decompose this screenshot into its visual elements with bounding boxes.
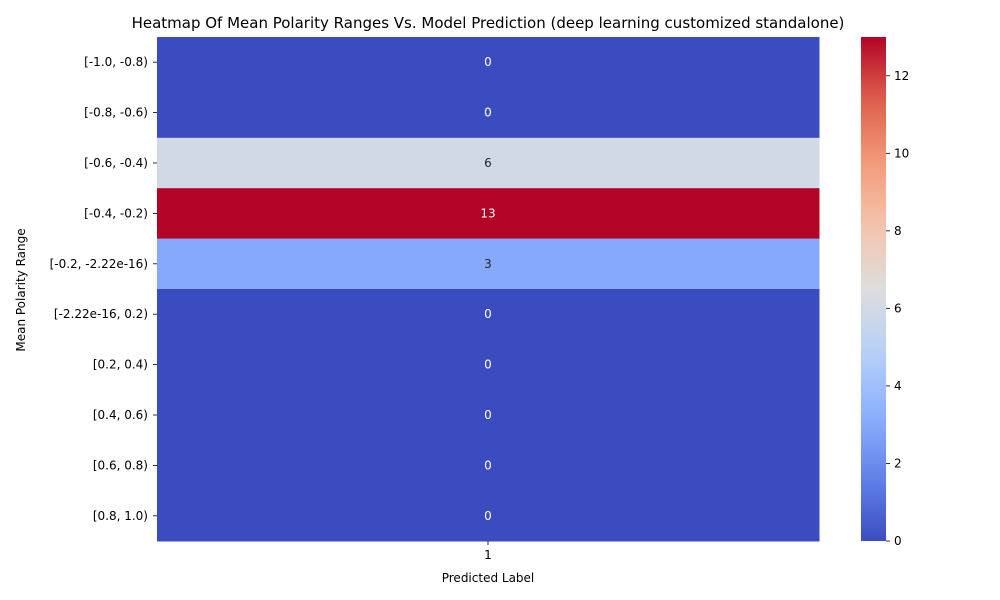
heatmap-cell bbox=[157, 289, 820, 340]
colorbar-tick-label: 0 bbox=[894, 534, 902, 548]
y-tick-label: [-0.2, -2.22e-16) bbox=[50, 257, 148, 271]
colorbar: 0 2 4 6 8 10 12 bbox=[861, 37, 909, 548]
heatmap-cell bbox=[157, 87, 820, 139]
heatmap-cell bbox=[157, 37, 820, 88]
y-tick-label: [0.2, 0.4) bbox=[93, 358, 148, 372]
y-tick-label: [-0.6, -0.4) bbox=[84, 156, 148, 170]
y-axis-label: Mean Polarity Range bbox=[14, 228, 28, 351]
heatmap-cell bbox=[157, 339, 820, 391]
cell-value-label: 0 bbox=[484, 106, 492, 120]
x-axis-label: Predicted Label bbox=[442, 571, 535, 585]
cell-value-label: 13 bbox=[480, 206, 495, 220]
y-tick-label: [0.8, 1.0) bbox=[93, 509, 148, 523]
heatmap-cell bbox=[157, 389, 820, 441]
y-tick-label: [-2.22e-16, 0.2) bbox=[54, 307, 148, 321]
colorbar-tick-label: 2 bbox=[894, 456, 902, 470]
colorbar-tick-label: 6 bbox=[894, 301, 902, 315]
cell-value-label: 0 bbox=[484, 55, 492, 69]
chart-title: Heatmap Of Mean Polarity Ranges Vs. Mode… bbox=[132, 14, 845, 32]
cell-value-label: 6 bbox=[484, 156, 492, 170]
y-tick-label: [0.6, 0.8) bbox=[93, 458, 148, 472]
colorbar-tick-label: 4 bbox=[894, 379, 902, 393]
heatmap-cell bbox=[157, 238, 820, 290]
y-tick-label: [-0.8, -0.6) bbox=[84, 106, 148, 120]
x-tick-label: 1 bbox=[484, 548, 492, 562]
cell-value-label: 0 bbox=[484, 509, 492, 523]
cell-value-label: 3 bbox=[484, 257, 492, 271]
heatmap-cell bbox=[157, 490, 820, 542]
colorbar-tick-label: 10 bbox=[894, 146, 909, 160]
heatmap-cells: 0 0 6 13 3 0 0 0 0 0 bbox=[157, 37, 820, 542]
heatmap-cell bbox=[157, 188, 820, 240]
colorbar-tick-label: 8 bbox=[894, 224, 902, 238]
y-tick-label: [-0.4, -0.2) bbox=[84, 206, 148, 220]
x-axis-ticks: 1 bbox=[484, 541, 492, 562]
y-axis-ticks: [-1.0, -0.8) [-0.8, -0.6) [-0.6, -0.4) [-0.… bbox=[50, 55, 157, 523]
colorbar-gradient bbox=[861, 37, 886, 541]
heatmap-cell bbox=[157, 440, 820, 492]
colorbar-tick-label: 12 bbox=[894, 69, 909, 83]
cell-value-label: 0 bbox=[484, 358, 492, 372]
cell-value-label: 0 bbox=[484, 307, 492, 321]
heatmap-cell bbox=[157, 137, 820, 189]
cell-value-label: 0 bbox=[484, 458, 492, 472]
cell-value-label: 0 bbox=[484, 408, 492, 422]
y-tick-label: [0.4, 0.6) bbox=[93, 408, 148, 422]
y-tick-label: [-1.0, -0.8) bbox=[84, 55, 148, 69]
